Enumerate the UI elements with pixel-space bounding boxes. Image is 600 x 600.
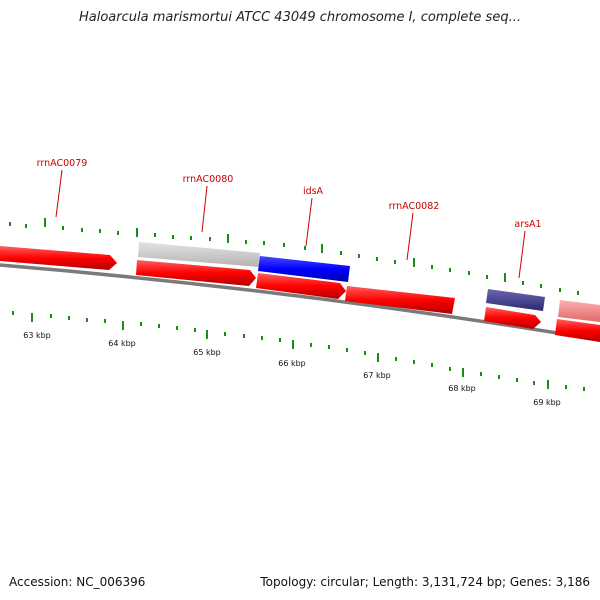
scale-label-69kbp: 69 kbp: [533, 398, 561, 407]
genome-backbone: [0, 263, 600, 342]
accession-text: Accession: NC_006396: [9, 575, 146, 589]
gene-label-arsA1[interactable]: arsA1: [514, 219, 541, 230]
gene-label-rrnAC0079[interactable]: rrnAC0079: [37, 158, 88, 169]
leader-rrnAC0079: [55, 169, 63, 218]
cds-arrow-2[interactable]: [256, 273, 346, 299]
gene-arsA1-bar[interactable]: [486, 289, 545, 311]
cds-arrow-4[interactable]: [484, 307, 541, 329]
lower-tick-row: [12, 311, 585, 391]
genome-summary-text: Topology: circular; Length: 3,131,724 bp…: [260, 575, 590, 589]
leader-rrnAC0082: [406, 212, 414, 261]
scale-label-67kbp: 67 kbp: [363, 371, 391, 380]
gene-track-upper: [0, 242, 600, 322]
scale-label-65kbp: 65 kbp: [193, 348, 221, 357]
cds-track-lower: [136, 260, 600, 342]
scale-label-68kbp: 68 kbp: [448, 384, 476, 393]
leader-rrnAC0080: [201, 185, 208, 233]
map-title: Haloarcula marismortui ATCC 43049 chromo…: [79, 10, 521, 25]
gene-rrnAC0079-arrow[interactable]: [0, 246, 117, 270]
cds-arrow-3[interactable]: [345, 286, 455, 314]
leader-idsA: [305, 197, 313, 247]
gene-next-bar[interactable]: [558, 300, 600, 322]
scale-label-63kbp: 63 kbp: [23, 331, 51, 340]
gene-label-idsA[interactable]: idsA: [303, 186, 324, 197]
gene-rrnAC0080-bar[interactable]: [138, 242, 260, 267]
cds-arrow-5[interactable]: [555, 319, 600, 342]
cds-arrow-1[interactable]: [136, 260, 256, 286]
upper-tick-row: [9, 218, 579, 295]
gene-idsA-bar[interactable]: [258, 256, 350, 282]
gene-label-rrnAC0080[interactable]: rrnAC0080: [183, 174, 234, 185]
gene-label-rrnAC0082[interactable]: rrnAC0082: [389, 201, 440, 212]
scale-label-64kbp: 64 kbp: [108, 339, 136, 348]
scale-label-66kbp: 66 kbp: [278, 359, 306, 368]
leader-arsA1: [518, 230, 526, 279]
